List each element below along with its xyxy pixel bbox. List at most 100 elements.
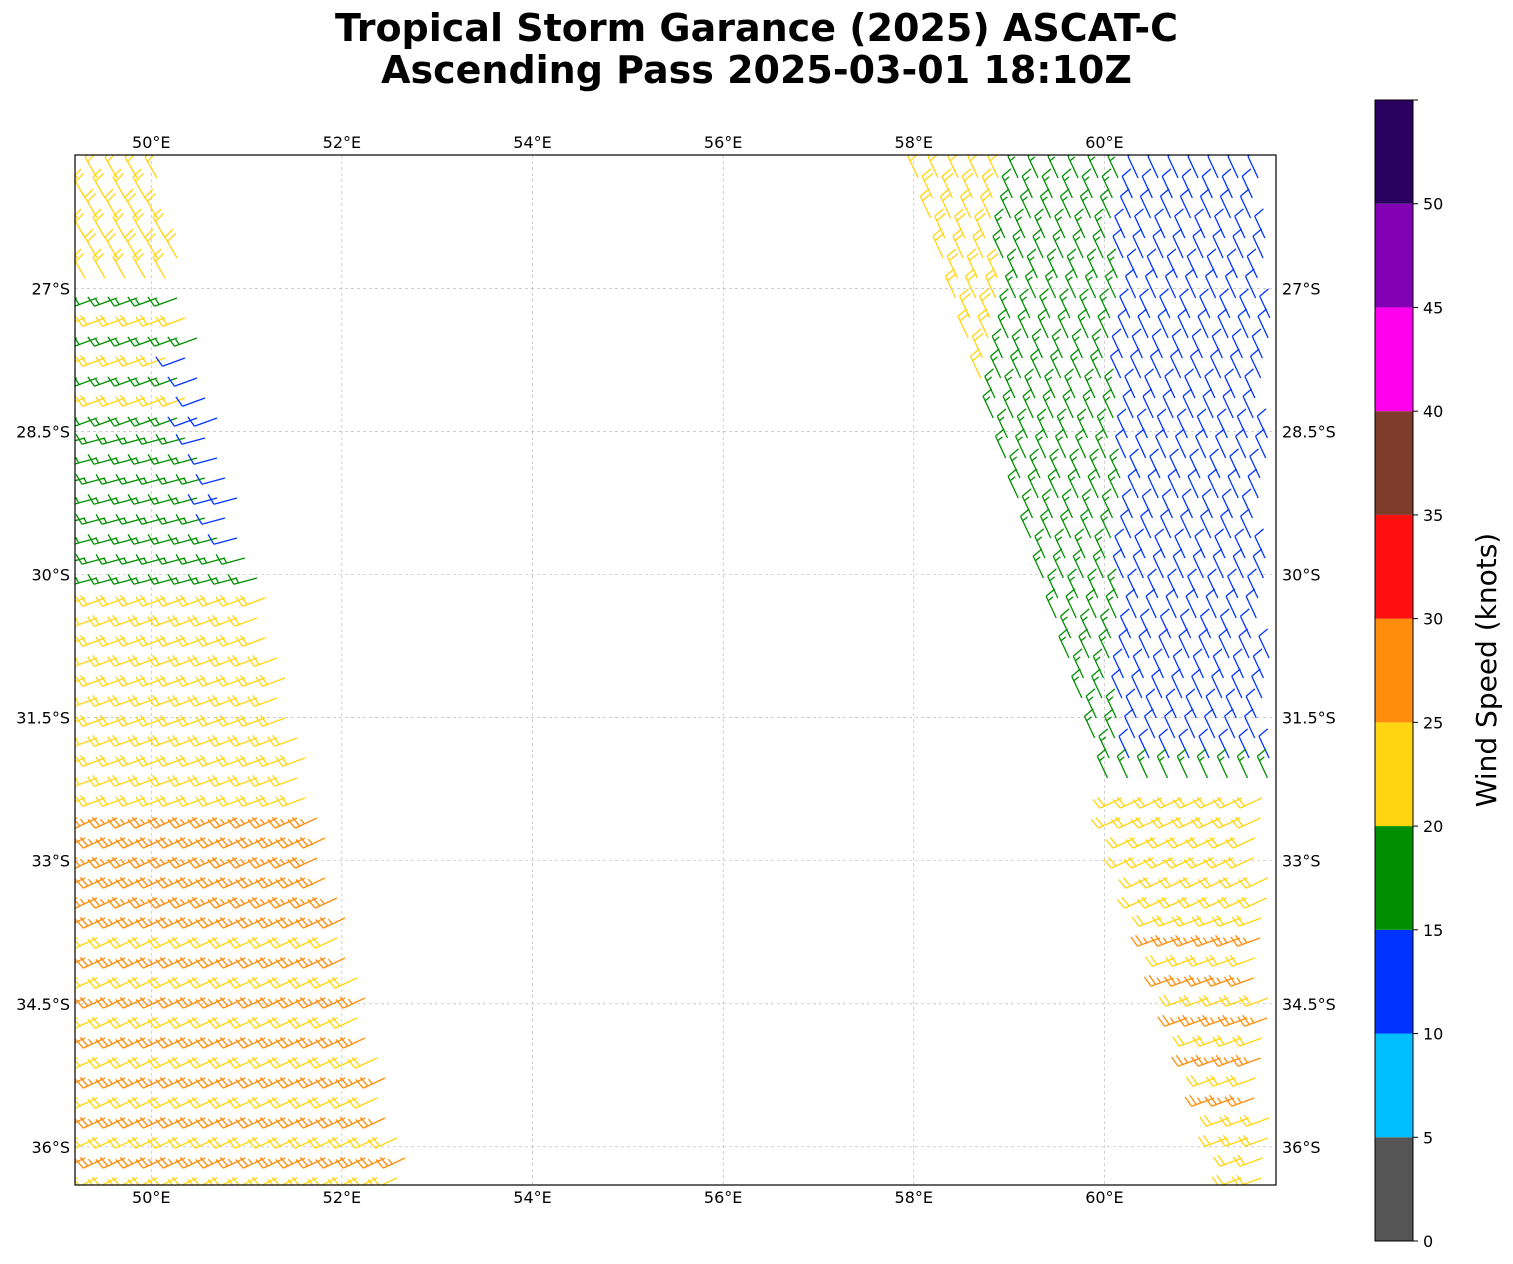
wind-barb [195, 836, 226, 849]
wind-barb [155, 754, 186, 767]
wind-barb [1060, 508, 1072, 539]
wind-barb [1212, 796, 1243, 809]
wind-barb [994, 208, 1006, 239]
wind-barb [1180, 508, 1192, 539]
wind-barb [135, 836, 166, 849]
wind-barb [75, 1057, 78, 1060]
wind-barb [1238, 728, 1250, 759]
wind-barb [1111, 328, 1123, 359]
wind-barb [107, 336, 138, 347]
wind-barb [87, 1136, 118, 1149]
wind-barb [287, 1056, 318, 1069]
wind-barb [1170, 816, 1201, 829]
wind-barb [1227, 568, 1239, 599]
wind-barb [1111, 668, 1123, 699]
wind-barb [1207, 568, 1219, 599]
wind-barb [187, 856, 218, 869]
wind-barb [287, 856, 318, 869]
wind-barb [95, 634, 126, 647]
wind-barb [275, 956, 306, 969]
wind-barb [1252, 228, 1264, 259]
wind-barb [944, 268, 957, 299]
wind-barb [1146, 248, 1158, 279]
wind-barb [255, 754, 286, 767]
wind-barb [127, 296, 158, 307]
wind-barb [1224, 268, 1237, 299]
lat-tick-label: 31.5°S [1282, 709, 1336, 728]
wind-barb [375, 1156, 406, 1169]
wind-barb [175, 794, 206, 807]
wind-barb [1209, 348, 1222, 379]
wind-barb [1105, 588, 1117, 619]
wind-barb [127, 494, 158, 505]
map-title-line-1: Tropical Storm Garance (2025) ASCAT-C [334, 6, 1179, 50]
wind-barb [335, 1076, 366, 1089]
wind-barb [75, 737, 98, 747]
wind-barb [135, 434, 166, 445]
wind-barb [235, 754, 266, 767]
wind-barb [287, 1136, 318, 1149]
wind-barb [1232, 1154, 1263, 1167]
wind-barb [147, 816, 178, 829]
wind-barb [1191, 668, 1203, 699]
wind-barb [1198, 994, 1229, 1007]
wind-barb [95, 1116, 126, 1129]
wind-barb [347, 1096, 378, 1109]
wind-barb [255, 674, 286, 687]
wind-barb [1205, 1074, 1236, 1087]
wind-barb [227, 1176, 258, 1185]
wind-barb [95, 836, 126, 849]
wind-barb [84, 155, 98, 179]
wind-barb [1234, 208, 1246, 239]
wind-barb [155, 394, 186, 407]
wind-barb [1201, 488, 1214, 519]
wind-barb [1166, 248, 1178, 279]
wind-barb [1151, 914, 1182, 927]
wind-barb [135, 514, 166, 525]
wind-barb [1101, 488, 1114, 519]
wind-barb [1057, 308, 1069, 339]
wind-barb [1165, 588, 1177, 619]
wind-barb [1040, 508, 1052, 539]
wind-barb [207, 976, 238, 989]
wind-barb [147, 896, 178, 909]
wind-barb [1064, 368, 1076, 399]
wind-barb [1184, 368, 1196, 399]
wind-barb [1192, 796, 1223, 809]
wind-barb [1241, 168, 1253, 199]
wind-barb [1230, 934, 1261, 947]
wind-barb [167, 816, 198, 829]
wind-barb [287, 1016, 318, 1029]
wind-barb [155, 836, 186, 849]
wind-barb [335, 996, 366, 1009]
wind-barb [1058, 628, 1070, 659]
wind-barb [1130, 816, 1161, 829]
wind-barb [1064, 268, 1077, 299]
wind-barb [982, 388, 994, 419]
wind-barb [175, 674, 206, 687]
wind-barb [95, 956, 126, 969]
wind-barb [175, 1116, 206, 1129]
wind-barb [187, 1096, 218, 1109]
wind-barb [1231, 668, 1243, 699]
wind-barb [1172, 228, 1184, 259]
wind-barb [75, 717, 86, 723]
wind-barb [1044, 268, 1057, 299]
wind-barb [275, 1036, 306, 1049]
wind-barb [1143, 974, 1174, 987]
wind-barb [75, 897, 98, 909]
wind-barb [75, 208, 86, 239]
wind-barb [1154, 208, 1166, 239]
wind-barb [1229, 348, 1242, 379]
wind-barb [147, 494, 178, 505]
wind-barb [187, 774, 218, 787]
wind-barb [167, 936, 198, 949]
wind-barb [1165, 954, 1196, 967]
wind-barb [295, 916, 326, 929]
wind-barb [87, 936, 118, 949]
wind-barb [207, 734, 238, 747]
wind-barb [267, 1096, 298, 1109]
wind-barb [135, 714, 166, 727]
wind-barb [1123, 856, 1154, 869]
wind-barb [215, 1076, 246, 1089]
